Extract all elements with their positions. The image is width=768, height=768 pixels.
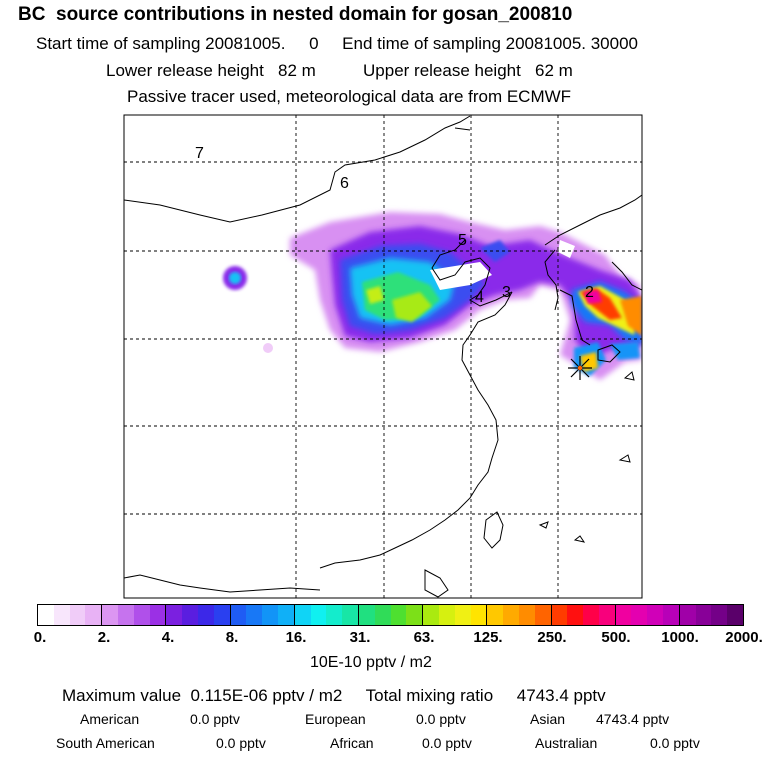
colorbar-tick-label: 250. bbox=[537, 629, 567, 646]
colorbar-segment bbox=[246, 605, 263, 625]
colorbar-segment bbox=[213, 605, 231, 625]
colorbar-segment bbox=[342, 605, 359, 625]
colorbar-segment bbox=[133, 605, 150, 625]
release-height-line: Lower release height 82 m Upper release … bbox=[106, 61, 573, 80]
colorbar-segment bbox=[277, 605, 295, 625]
colorbar-segment bbox=[663, 605, 680, 625]
colorbar-segment bbox=[534, 605, 552, 625]
region-european-value: 0.0 pptv bbox=[416, 711, 466, 727]
region-label-3: 3 bbox=[502, 284, 511, 301]
page-title: BC source contributions in nested domain… bbox=[18, 4, 573, 25]
colorbar-tick-label: 500. bbox=[601, 629, 631, 646]
colorbar-segment bbox=[647, 605, 664, 625]
tracer-info-line: Passive tracer used, meteorological data… bbox=[127, 87, 572, 106]
region-label-4: 4 bbox=[475, 289, 484, 306]
colorbar-segment bbox=[149, 605, 167, 625]
colorbar-segment bbox=[390, 605, 407, 625]
colorbar-segment bbox=[102, 605, 118, 625]
region-american-value: 0.0 pptv bbox=[190, 711, 240, 727]
colorbar-segment bbox=[598, 605, 616, 625]
receptor-marker bbox=[568, 356, 592, 380]
colorbar-segment bbox=[230, 605, 247, 625]
sampling-time-line: Start time of sampling 20081005. 0 End t… bbox=[36, 34, 638, 53]
colorbar-segment bbox=[454, 605, 471, 625]
region-african-label: African bbox=[330, 735, 374, 751]
region-european-label: European bbox=[305, 711, 366, 727]
gridlines bbox=[124, 115, 642, 598]
colorbar-segment bbox=[695, 605, 712, 625]
colorbar-segment bbox=[470, 605, 488, 625]
colorbar-tick-label: 31. bbox=[349, 629, 371, 646]
colorbar-segment bbox=[197, 605, 214, 625]
colorbar-segment bbox=[182, 605, 198, 625]
colorbar-segment bbox=[631, 605, 648, 625]
region-american-label: American bbox=[80, 711, 140, 727]
colorbar-segment bbox=[487, 605, 504, 625]
colorbar-segment bbox=[117, 605, 134, 625]
region-african-value: 0.0 pptv bbox=[422, 735, 472, 751]
colorbar-tick-label: 63. bbox=[413, 629, 435, 646]
region-south-american-label: South American bbox=[56, 735, 155, 751]
colorbar-segment bbox=[503, 605, 519, 625]
colorbar-segment bbox=[551, 605, 568, 625]
colorbar-tick-label: 1000. bbox=[661, 629, 699, 646]
colorbar-segment bbox=[294, 605, 311, 625]
region-label-7: 7 bbox=[195, 145, 204, 162]
colorbar-segment bbox=[679, 605, 696, 625]
colorbar-segment bbox=[69, 605, 86, 625]
colorbar-segment bbox=[374, 605, 391, 625]
colorbar-segment bbox=[583, 605, 599, 625]
colorbar-segment bbox=[438, 605, 455, 625]
colorbar-segment bbox=[53, 605, 70, 625]
colorbar-segment bbox=[326, 605, 343, 625]
colorbar-segment bbox=[518, 605, 535, 625]
region-label-5: 5 bbox=[458, 232, 467, 249]
coastline-layer bbox=[124, 115, 642, 598]
colorbar-segment bbox=[567, 605, 584, 625]
colorbar-segment bbox=[727, 605, 744, 625]
colorbar bbox=[37, 604, 744, 626]
colorbar-tick-label: 2000. bbox=[725, 629, 763, 646]
region-asian-value: 4743.4 pptv bbox=[596, 711, 670, 727]
region-label-2: 2 bbox=[585, 284, 594, 301]
region-south-american-value: 0.0 pptv bbox=[216, 735, 266, 751]
colorbar-segment bbox=[615, 605, 632, 625]
region-australian-label: Australian bbox=[535, 735, 598, 751]
max-value-line: Maximum value 0.115E-06 pptv / m2 Total … bbox=[62, 686, 606, 705]
colorbar-unit: 10E-10 pptv / m2 bbox=[310, 654, 432, 671]
colorbar-segment bbox=[85, 605, 103, 625]
colorbar-tick-label: 2. bbox=[97, 629, 111, 646]
region-labels: 7 6 5 4 3 2 bbox=[195, 145, 594, 306]
colorbar-segment bbox=[358, 605, 375, 625]
region-australian-value: 0.0 pptv bbox=[650, 735, 700, 751]
map-frame bbox=[123, 114, 643, 599]
region-asian-label: Asian bbox=[530, 711, 566, 727]
colorbar-tick-label: 4. bbox=[161, 629, 175, 646]
colorbar-tick-label: 125. bbox=[473, 629, 503, 646]
colorbar-segment bbox=[262, 605, 278, 625]
colorbar-segment bbox=[423, 605, 439, 625]
colorbar-tick-label: 16. bbox=[285, 629, 307, 646]
plume-layer bbox=[223, 212, 642, 380]
region-label-6: 6 bbox=[340, 175, 349, 192]
colorbar-tick-label: 8. bbox=[225, 629, 239, 646]
colorbar-segment bbox=[711, 605, 728, 625]
colorbar-segment bbox=[406, 605, 424, 625]
colorbar-segment bbox=[310, 605, 327, 625]
colorbar-tick-label: 0. bbox=[33, 629, 47, 646]
colorbar-segment bbox=[166, 605, 183, 625]
colorbar-segment bbox=[38, 605, 54, 625]
